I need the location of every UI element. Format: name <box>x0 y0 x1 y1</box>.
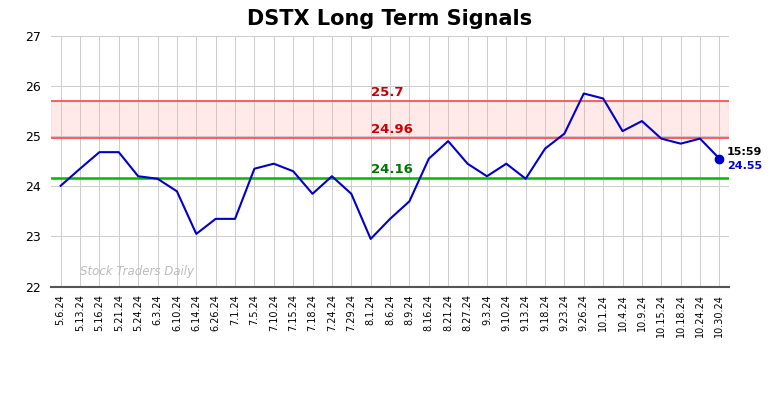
Text: 15:59: 15:59 <box>728 146 763 157</box>
Text: Stock Traders Daily: Stock Traders Daily <box>80 265 194 277</box>
Text: 24.16: 24.16 <box>371 163 412 176</box>
Text: 24.96: 24.96 <box>371 123 412 136</box>
Text: 25.7: 25.7 <box>371 86 403 98</box>
Title: DSTX Long Term Signals: DSTX Long Term Signals <box>248 9 532 29</box>
Text: 24.55: 24.55 <box>728 161 762 171</box>
Bar <box>51 101 729 138</box>
